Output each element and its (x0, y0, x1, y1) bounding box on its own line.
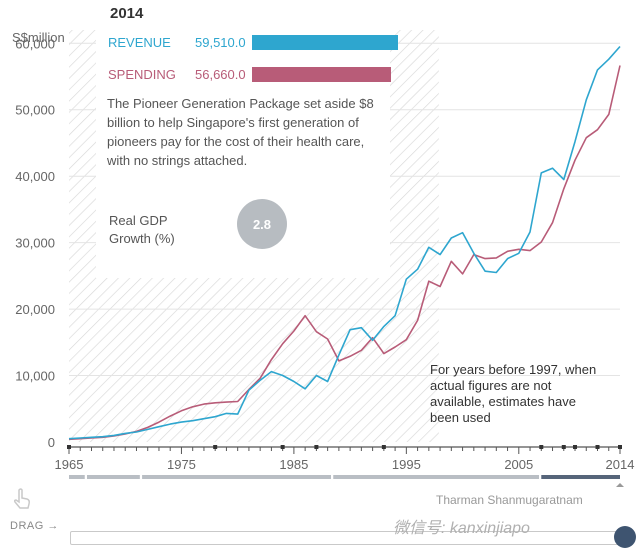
x-tick-label: 2005 (504, 457, 533, 472)
series-line-spending (68, 65, 621, 441)
timeline-segment[interactable] (86, 475, 140, 479)
event-marker[interactable] (314, 445, 319, 449)
gdp-label: Real GDP Growth (%) (109, 213, 175, 246)
timeline-segment[interactable] (69, 475, 85, 479)
x-tick-label: 1985 (279, 457, 308, 472)
timeline-segment[interactable] (541, 475, 620, 479)
hand-pointer-icon (13, 488, 30, 509)
y-tick-label: 20,000 (15, 302, 55, 317)
event-marker[interactable] (67, 445, 71, 449)
series-line-revenue (68, 45, 621, 440)
watermark: 微信号: kanxinjiapo (393, 520, 530, 537)
slider-track[interactable] (70, 531, 624, 545)
event-marker[interactable] (280, 445, 285, 449)
speaker-caption: Tharman Shanmugaratnam (436, 493, 583, 507)
y-tick-label: 10,000 (15, 369, 55, 384)
legend-revenue-bar (252, 35, 398, 50)
y-tick-label: 50,000 (15, 103, 55, 118)
x-axis: 1965 1975 1985 1995 2005 2014 (55, 446, 635, 472)
event-marker[interactable] (595, 445, 600, 449)
timeline-segment[interactable] (333, 475, 540, 479)
legend-revenue-value: 59,510.0 (195, 35, 246, 50)
x-tick-label: 2014 (606, 457, 635, 472)
x-tick-label: 1965 (55, 457, 84, 472)
y-axis-label: S$million (12, 30, 65, 45)
event-marker[interactable] (213, 445, 218, 449)
event-marker[interactable] (381, 445, 386, 449)
drag-label-text: DRAG (10, 520, 44, 532)
series-lines (68, 45, 621, 441)
arrow-right-icon: → (47, 520, 59, 532)
y-tick-label: 0 (48, 435, 55, 450)
y-tick-label: 60,000 (15, 36, 55, 51)
legend-revenue-label: REVENUE (108, 35, 171, 50)
y-tick-label: 40,000 (15, 169, 55, 184)
x-tick-label: 1975 (167, 457, 196, 472)
gdp-value: 2.8 (252, 216, 272, 232)
event-marker[interactable] (618, 445, 622, 449)
legend-spending-bar (252, 67, 391, 82)
year-label: 2014 (110, 5, 144, 22)
x-tick-label: 1995 (392, 457, 421, 472)
gdp-value-badge: 2.8 (237, 199, 287, 249)
timeline-segment[interactable] (142, 475, 332, 479)
timeline-pointer-icon (616, 483, 624, 487)
y-axis: 0 10,000 20,000 30,000 40,000 50,000 60,000 (15, 36, 55, 450)
timeline-bar[interactable] (67, 445, 624, 487)
drag-label: DRAG → (10, 520, 59, 532)
legend-spending-label: SPENDING (108, 67, 176, 82)
legend-spending-value: 56,660.0 (195, 67, 246, 82)
slider-handle[interactable] (614, 526, 636, 548)
event-marker[interactable] (539, 445, 544, 449)
estimate-note: For years before 1997, when actual figur… (430, 362, 597, 425)
description-text: The Pioneer Generation Package set aside… (107, 96, 374, 168)
event-marker[interactable] (573, 445, 578, 449)
event-marker[interactable] (561, 445, 566, 449)
y-tick-label: 30,000 (15, 236, 55, 251)
